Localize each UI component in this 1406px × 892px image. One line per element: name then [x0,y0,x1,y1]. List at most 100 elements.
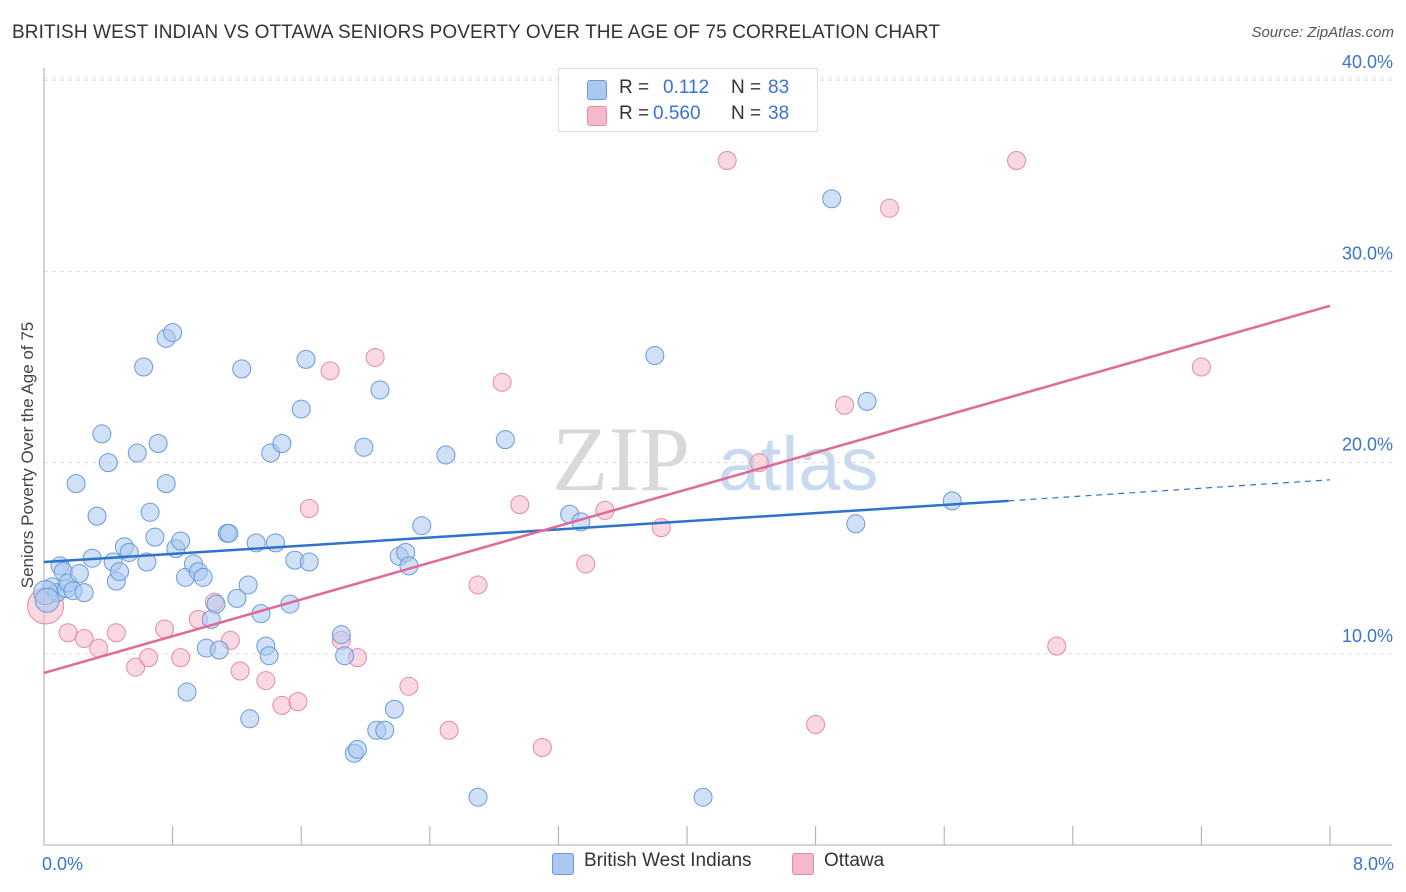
british-west-indians-point [193,567,213,587]
y-tick-label: 40.0% [1342,52,1393,72]
ottawa-point [256,671,276,691]
legend-n-label: N = [731,77,762,98]
legend-r-label: R = [619,103,650,124]
british-west-indians-point [227,588,247,608]
ottawa-point [230,661,250,681]
british-west-indians-trend-line [43,499,1009,564]
british-west-indians-point [238,575,258,595]
series-swatch-british-west-indians [552,853,574,875]
trend-lines [43,304,1331,675]
legend-swatch-blue [587,80,607,100]
british-west-indians-point [495,430,515,450]
x-tick-label: 0.0% [42,854,83,874]
british-west-indians-point [69,563,89,583]
series-label-british-west-indians: British West Indians [584,850,752,871]
british-west-indians-point [370,380,390,400]
british-west-indians-point [92,424,112,444]
watermark-zip: ZIP [552,408,690,510]
british-west-indians-point [127,443,147,463]
y-tick-label: 30.0% [1342,243,1393,263]
ottawa-point [1007,151,1027,171]
ottawa-point [1047,636,1067,656]
ottawa-point [717,151,737,171]
tick-labels: 10.0% 20.0% 30.0% 40.0% 0.0% 8.0% [42,52,1394,874]
british-west-indians-point [74,583,94,603]
ottawa-point [1191,357,1211,377]
ottawa-point [106,623,126,643]
british-west-indians-point [375,720,395,740]
british-west-indians-point [857,391,877,411]
ottawa-point [492,372,512,392]
british-west-indians-point [219,523,239,543]
legend-n-value: 38 [768,103,790,124]
british-west-indians-point [412,516,432,536]
legend-n-label: N = [731,103,762,124]
british-west-indians-point [98,453,118,473]
ottawa-point [171,648,191,668]
british-west-indians-point [171,531,191,551]
british-west-indians-point [145,527,165,547]
ottawa-point [835,395,855,415]
british-west-indians-point [66,474,86,494]
legend-r-value: 0.112 [663,77,710,98]
series-label-ottawa: Ottawa [824,850,885,871]
axes [43,68,1392,846]
ottawa-point [58,623,78,643]
british-west-indians-point [468,787,488,807]
british-west-indians-point [232,359,252,379]
series-swatch-ottawa [792,853,814,875]
british-west-indians-point [137,552,157,572]
british-west-indians-point [34,587,60,613]
ottawa-point [74,629,94,649]
legend-n-value: 83 [768,77,790,98]
british-west-indians-point [206,594,226,614]
ottawa-point [126,657,146,677]
british-west-indians-point [148,433,168,453]
chart-title: BRITISH WEST INDIAN VS OTTAWA SENIORS PO… [12,22,941,43]
british-west-indians-point [291,399,311,419]
british-west-indians-point [693,787,713,807]
ottawa-point [138,648,158,668]
ottawa-point [155,619,175,639]
british-west-indians-point [87,506,107,526]
british-west-indians-point [354,437,374,457]
british-west-indians-point [384,699,404,719]
ottawa-point [288,692,308,712]
british-west-indians-point [209,640,229,660]
x-tick-label: 8.0% [1353,854,1394,874]
ottawa-point [439,720,459,740]
british-west-indians-point [645,346,665,366]
british-west-indians-point [110,562,130,582]
legend-r-label: R = [619,77,650,98]
british-west-indians-point [822,189,842,209]
british-west-indians-point [296,349,316,369]
ottawa-point [299,498,319,518]
ottawa-point [880,198,900,218]
british-west-indians-point [140,502,160,522]
british-west-indians-point [846,514,866,534]
british-west-indians-point [299,552,319,572]
british-west-indians-point [134,357,154,377]
ottawa-point [468,575,488,595]
ottawa-point [399,676,419,696]
y-tick-label: 10.0% [1342,626,1393,646]
source-label: Source: ZipAtlas.com [1251,24,1394,41]
ottawa-point [272,695,292,715]
ottawa-point [532,737,552,757]
series-legend: British West Indians Ottawa [0,850,1406,880]
british-west-indians-point [347,739,367,759]
legend-r-value: 0.560 [653,103,701,124]
ottawa-point [365,347,385,367]
british-west-indians-point [240,709,260,729]
watermark-atlas: atlas [718,422,879,507]
ottawa-point [510,495,530,515]
ottawa-trend-line [43,304,1331,675]
british-west-indians-point [436,445,456,465]
british-west-indians-point [265,533,285,553]
british-west-indians-point [156,474,176,494]
ottawa-point [320,361,340,381]
y-tick-label: 20.0% [1342,435,1393,455]
british-west-indians-trend-extension [1008,479,1331,502]
british-west-indians-point [163,323,183,343]
